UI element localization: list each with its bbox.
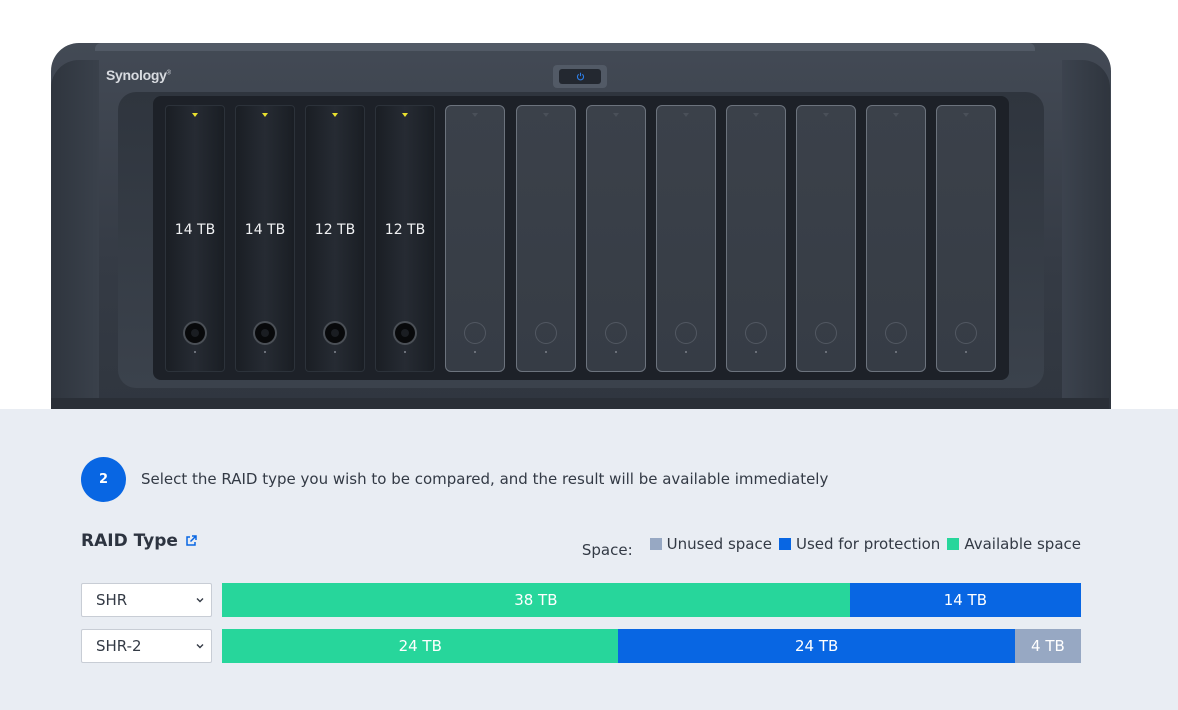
drive-bay-empty[interactable]	[796, 105, 856, 372]
drive-capacity-label: 14 TB	[174, 222, 216, 238]
legend-item-unused: Unused space	[649, 535, 772, 553]
legend-label-unused: Unused space	[666, 535, 772, 553]
raid-type-heading: RAID Type	[81, 531, 198, 551]
bar-segment-available: 38 TB	[222, 583, 850, 617]
raid-type-select-1-value: SHR	[96, 591, 128, 609]
drive-indicator-dot	[334, 351, 336, 353]
step-instruction: Select the RAID type you wish to be comp…	[141, 470, 829, 488]
raid-type-select-1[interactable]: SHR	[81, 583, 212, 617]
status-led-icon	[262, 113, 268, 117]
drive-bay-filled[interactable]: 14 TB	[165, 105, 225, 372]
status-led-icon	[823, 113, 829, 117]
external-link-icon[interactable]	[184, 534, 198, 548]
drive-capacity-label: 12 TB	[314, 222, 356, 238]
drive-capacity-label: 14 TB	[244, 222, 286, 238]
nas-top-edge	[95, 43, 1035, 51]
drive-indicator-dot	[404, 351, 406, 353]
drive-lock-icon	[816, 323, 836, 343]
legend-label-protection: Used for protection	[795, 535, 941, 553]
status-led-icon	[472, 113, 478, 117]
drive-indicator-dot	[685, 351, 687, 353]
chevron-down-icon	[196, 644, 204, 649]
synology-logo: Synology®	[106, 67, 171, 83]
drive-bay-filled[interactable]: 12 TB	[305, 105, 365, 372]
drive-lock-icon	[255, 323, 275, 343]
nas-base	[51, 398, 1109, 409]
raid-type-label: RAID Type	[81, 531, 178, 551]
status-led-icon	[683, 113, 689, 117]
space-legend: Space: Unused space Used for protection …	[582, 535, 1081, 559]
drive-bay-filled[interactable]: 12 TB	[375, 105, 435, 372]
raid-capacity-bar-2: 24 TB 24 TB 4 TB	[222, 629, 1081, 663]
step-number-badge: 2	[81, 457, 126, 502]
status-led-icon	[402, 113, 408, 117]
raid-calculator-panel	[0, 409, 1178, 710]
drive-bay-filled[interactable]: 14 TB	[235, 105, 295, 372]
drive-indicator-dot	[474, 351, 476, 353]
drive-bay-empty[interactable]	[936, 105, 996, 372]
status-led-icon	[893, 113, 899, 117]
legend-item-protection: Used for protection	[778, 535, 941, 553]
legend-item-available: Available space	[947, 535, 1081, 553]
drive-bay-empty[interactable]	[866, 105, 926, 372]
power-button	[559, 69, 601, 84]
drive-lock-icon	[325, 323, 345, 343]
drive-indicator-dot	[825, 351, 827, 353]
drive-indicator-dot	[965, 351, 967, 353]
legend-label-available: Available space	[964, 535, 1081, 553]
drive-lock-icon	[676, 323, 696, 343]
drive-indicator-dot	[615, 351, 617, 353]
drive-lock-icon	[536, 323, 556, 343]
power-icon	[576, 72, 584, 81]
drive-bay-empty[interactable]	[656, 105, 716, 372]
drive-lock-icon	[886, 323, 906, 343]
legend-swatch-available	[947, 538, 960, 550]
drive-indicator-dot	[264, 351, 266, 353]
status-led-icon	[613, 113, 619, 117]
status-led-icon	[543, 113, 549, 117]
raid-type-select-2-value: SHR-2	[96, 637, 142, 655]
drive-bay-empty[interactable]	[445, 105, 505, 372]
bar-segment-protection: 14 TB	[849, 583, 1081, 617]
drive-bay-empty[interactable]	[586, 105, 646, 372]
drive-lock-icon	[465, 323, 485, 343]
drive-lock-icon	[746, 323, 766, 343]
raid-type-select-2[interactable]: SHR-2	[81, 629, 212, 663]
bar-segment-unused: 4 TB	[1014, 629, 1081, 663]
drive-lock-icon	[606, 323, 626, 343]
drive-indicator-dot	[755, 351, 757, 353]
bar-segment-available: 24 TB	[222, 629, 619, 663]
bar-segment-protection: 24 TB	[618, 629, 1015, 663]
drive-lock-icon	[185, 323, 205, 343]
status-led-icon	[192, 113, 198, 117]
drive-indicator-dot	[194, 351, 196, 353]
drive-bay-empty[interactable]	[726, 105, 786, 372]
status-led-icon	[753, 113, 759, 117]
drive-capacity-label: 12 TB	[384, 222, 426, 238]
nas-left-panel	[51, 60, 99, 409]
drive-indicator-dot	[895, 351, 897, 353]
raid-capacity-bar-1: 38 TB 14 TB	[222, 583, 1081, 617]
drive-indicator-dot	[545, 351, 547, 353]
chevron-down-icon	[196, 598, 204, 603]
drive-bay-empty[interactable]	[516, 105, 576, 372]
drive-lock-icon	[956, 323, 976, 343]
status-led-icon	[332, 113, 338, 117]
nas-right-panel	[1062, 60, 1110, 409]
legend-swatch-protection	[778, 538, 791, 550]
status-led-icon	[963, 113, 969, 117]
legend-title: Space:	[581, 541, 633, 559]
legend-swatch-unused	[649, 538, 662, 550]
drive-lock-icon	[395, 323, 415, 343]
